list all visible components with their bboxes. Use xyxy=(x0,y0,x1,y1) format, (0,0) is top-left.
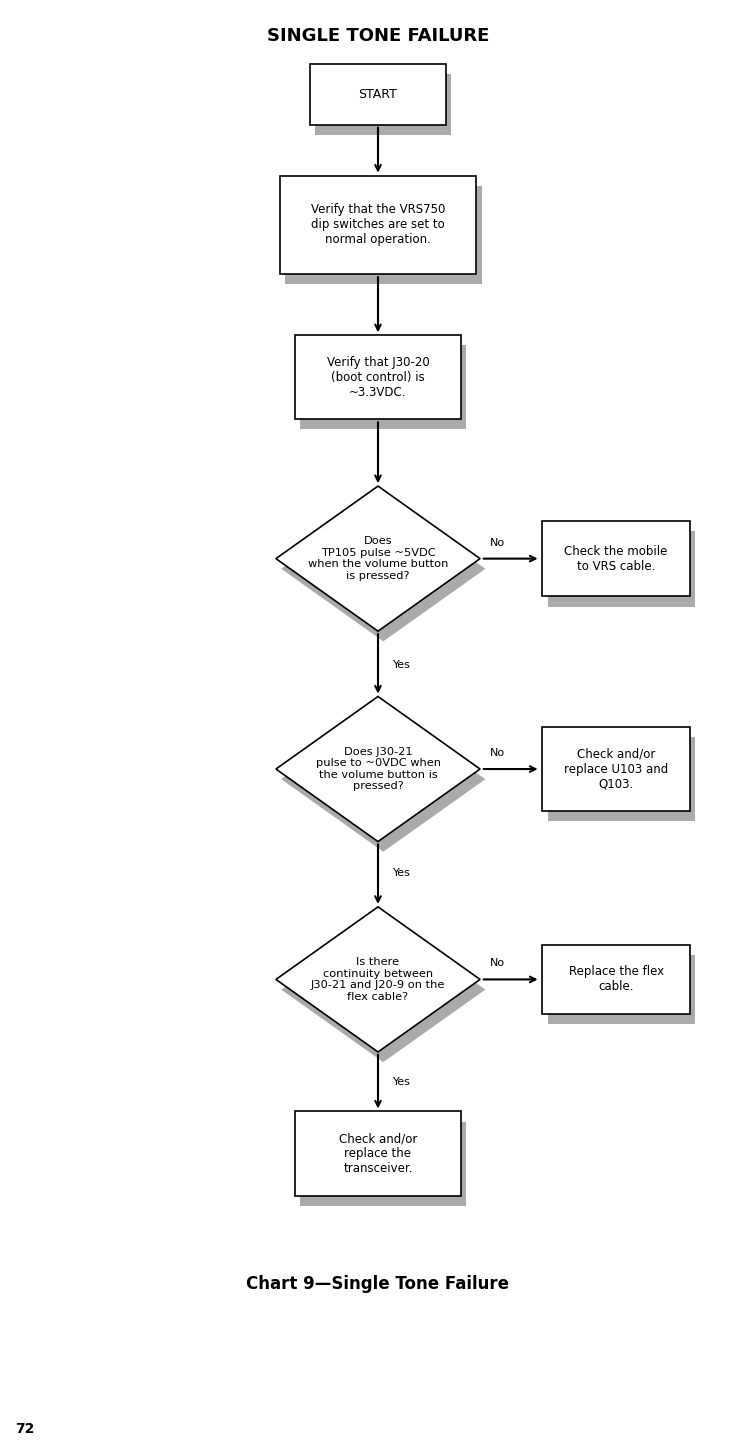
Text: Check and/or
replace U103 and
Q103.: Check and/or replace U103 and Q103. xyxy=(564,747,668,791)
Text: No: No xyxy=(490,749,505,757)
Polygon shape xyxy=(281,707,485,852)
Text: No: No xyxy=(490,538,505,547)
Polygon shape xyxy=(276,907,480,1052)
Text: Is there
continuity between
J30-21 and J20-9 on the
flex cable?: Is there continuity between J30-21 and J… xyxy=(311,958,445,1001)
FancyBboxPatch shape xyxy=(542,727,689,811)
Polygon shape xyxy=(276,486,480,631)
Text: 72: 72 xyxy=(15,1422,35,1436)
Text: No: No xyxy=(490,959,505,968)
FancyBboxPatch shape xyxy=(547,737,695,821)
Text: Verify that J30-20
(boot control) is
~3.3VDC.: Verify that J30-20 (boot control) is ~3.… xyxy=(327,355,429,399)
FancyBboxPatch shape xyxy=(542,521,689,596)
FancyBboxPatch shape xyxy=(547,955,695,1024)
Text: Chart 9—Single Tone Failure: Chart 9—Single Tone Failure xyxy=(246,1275,510,1293)
FancyBboxPatch shape xyxy=(310,64,446,125)
Text: Verify that the VRS750
dip switches are set to
normal operation.: Verify that the VRS750 dip switches are … xyxy=(311,203,445,247)
Text: Yes: Yes xyxy=(393,660,411,670)
FancyBboxPatch shape xyxy=(315,74,451,135)
Polygon shape xyxy=(281,917,485,1062)
Polygon shape xyxy=(281,496,485,641)
Text: Does
TP105 pulse ~5VDC
when the volume button
is pressed?: Does TP105 pulse ~5VDC when the volume b… xyxy=(308,537,448,580)
FancyBboxPatch shape xyxy=(542,945,689,1014)
Text: Yes: Yes xyxy=(393,1077,411,1087)
FancyBboxPatch shape xyxy=(280,176,476,274)
Text: Check and/or
replace the
transceiver.: Check and/or replace the transceiver. xyxy=(339,1132,417,1175)
FancyBboxPatch shape xyxy=(300,345,466,429)
FancyBboxPatch shape xyxy=(295,1111,461,1196)
FancyBboxPatch shape xyxy=(285,186,482,284)
Text: Replace the flex
cable.: Replace the flex cable. xyxy=(569,965,664,994)
FancyBboxPatch shape xyxy=(547,531,695,607)
Text: SINGLE TONE FAILURE: SINGLE TONE FAILURE xyxy=(267,28,489,45)
Text: Does J30-21
pulse to ~0VDC when
the volume button is
pressed?: Does J30-21 pulse to ~0VDC when the volu… xyxy=(315,747,441,791)
FancyBboxPatch shape xyxy=(300,1122,466,1206)
Text: Check the mobile
to VRS cable.: Check the mobile to VRS cable. xyxy=(565,544,668,573)
FancyBboxPatch shape xyxy=(295,335,461,419)
Text: START: START xyxy=(358,89,398,100)
Text: Yes: Yes xyxy=(393,868,411,878)
Polygon shape xyxy=(276,696,480,842)
